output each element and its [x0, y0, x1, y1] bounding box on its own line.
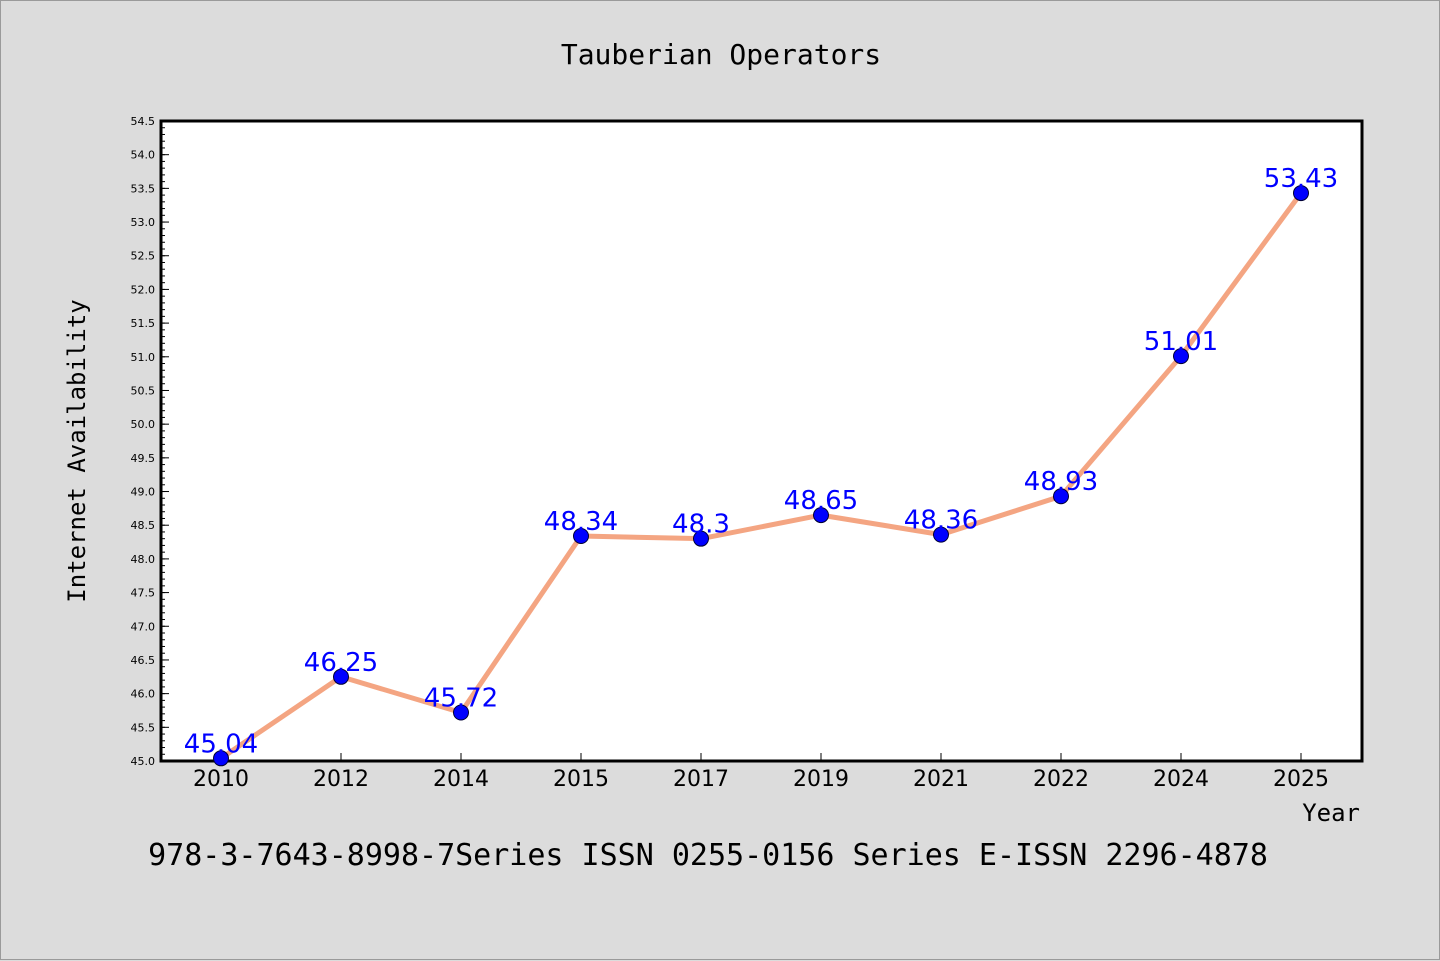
- y-tick-label: 47.0: [131, 620, 156, 633]
- y-tick-label: 46.5: [131, 654, 156, 667]
- y-tick-label: 49.5: [131, 452, 156, 465]
- x-axis-label: Year: [1302, 799, 1360, 827]
- x-tick-label: 2012: [313, 767, 369, 792]
- chart-title: Tauberian Operators: [561, 38, 881, 71]
- y-tick-label: 54.0: [131, 149, 156, 162]
- series-line: [218, 190, 1304, 761]
- y-tick-label: 51.5: [131, 317, 156, 330]
- data-label-group: 45.04 46.25 45.72 48.34 48.3 48.65 48.36 48.93 5…: [184, 164, 1338, 759]
- x-tick-label: 2021: [913, 767, 969, 792]
- data-point-label: 48.93: [1024, 467, 1098, 497]
- data-point-marker: [933, 526, 949, 543]
- x-tick-label: 2017: [673, 767, 729, 792]
- data-point-marker: [1053, 488, 1069, 505]
- plot-area: [159, 119, 1364, 763]
- y-axis-label: Internet Availability: [63, 299, 91, 602]
- y-tick-label: 53.5: [131, 182, 156, 195]
- series-line-group: [213, 185, 1309, 767]
- y-tick-label: 53.0: [131, 216, 156, 229]
- y-tick-label: 47.5: [131, 587, 156, 600]
- data-point-label: 48.65: [784, 486, 858, 516]
- data-point-label: 45.72: [424, 683, 498, 713]
- data-point-marker: [693, 530, 709, 547]
- x-tick-label: 2014: [433, 767, 489, 792]
- data-point-label: 48.3: [672, 510, 730, 540]
- data-point-label: 48.34: [544, 507, 618, 537]
- y-tick-label: 50.0: [131, 418, 156, 431]
- x-tick-label: 2010: [193, 767, 249, 792]
- data-point-label: 51.01: [1144, 327, 1218, 357]
- x-tick-label: 2024: [1153, 767, 1209, 792]
- y-tick-label: 48.5: [131, 519, 156, 532]
- data-point-label: 48.36: [904, 506, 978, 536]
- y-tick-label: 45.0: [131, 755, 156, 768]
- data-point-label: 45.04: [184, 729, 258, 759]
- x-tick-label: 2019: [793, 767, 849, 792]
- x-axis-ticks: 2010 2012 2014 2015 2017 2019 2021 2022 2024 2025: [193, 753, 1329, 792]
- data-point-label: 53.43: [1264, 164, 1338, 194]
- y-tick-label: 50.5: [131, 384, 156, 397]
- data-point-marker: [333, 668, 349, 685]
- footer-isbn-text: 978-3-7643-8998-7Series ISSN 0255-0156 S…: [148, 838, 1268, 873]
- data-point-label: 46.25: [304, 648, 378, 678]
- data-point-marker: [813, 507, 829, 524]
- data-point-marker: [1293, 185, 1309, 202]
- data-point-marker: [1173, 348, 1189, 365]
- data-point-marker: [453, 704, 469, 721]
- y-axis-ticks: 45.0 45.5 46.0 46.5 47.0 47.5 48.0 48.5 49.0 49.5…: [131, 115, 169, 768]
- x-tick-label: 2025: [1273, 767, 1329, 792]
- y-tick-label: 51.0: [131, 351, 156, 364]
- y-tick-label: 49.0: [131, 486, 156, 499]
- x-tick-label: 2015: [553, 767, 609, 792]
- y-tick-label: 48.0: [131, 553, 156, 566]
- x-tick-label: 2022: [1033, 767, 1089, 792]
- y-tick-label: 45.5: [131, 721, 156, 734]
- data-point-marker: [213, 750, 229, 767]
- y-tick-label: 46.0: [131, 688, 156, 701]
- y-tick-label: 52.5: [131, 250, 156, 263]
- y-tick-label: 52.0: [131, 283, 156, 296]
- y-tick-label: 54.5: [131, 115, 156, 128]
- data-point-marker: [573, 527, 589, 544]
